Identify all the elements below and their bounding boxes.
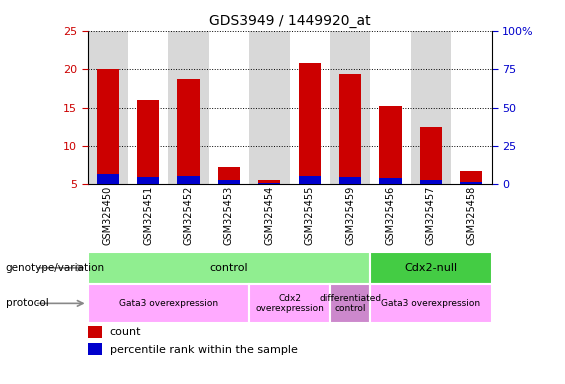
Text: count: count — [110, 327, 141, 337]
Bar — [88, 31, 128, 184]
Bar — [168, 31, 209, 184]
Bar — [411, 31, 451, 184]
Bar — [420, 127, 442, 184]
Bar — [218, 167, 240, 184]
Bar — [299, 176, 321, 184]
Text: control: control — [210, 263, 248, 273]
Bar — [371, 284, 492, 323]
Bar — [380, 106, 402, 184]
Bar — [137, 100, 159, 184]
Text: Gata3 overexpression: Gata3 overexpression — [119, 299, 218, 308]
Text: Cdx2
overexpression: Cdx2 overexpression — [255, 294, 324, 313]
Bar — [97, 174, 119, 184]
Text: protocol: protocol — [6, 298, 49, 308]
Bar — [420, 180, 442, 184]
Text: percentile rank within the sample: percentile rank within the sample — [110, 344, 298, 354]
Bar — [128, 31, 168, 184]
Bar — [258, 183, 280, 184]
Bar — [330, 31, 371, 184]
Bar — [258, 180, 280, 184]
Bar — [177, 176, 199, 184]
Bar — [218, 180, 240, 184]
Bar — [137, 177, 159, 184]
Bar — [249, 284, 330, 323]
Bar — [460, 182, 483, 184]
Bar — [380, 178, 402, 184]
Bar — [88, 252, 371, 284]
Text: Cdx2-null: Cdx2-null — [405, 263, 458, 273]
Bar — [330, 284, 371, 323]
Bar — [299, 63, 321, 184]
Bar — [97, 69, 119, 184]
Bar — [339, 74, 361, 184]
Bar — [249, 31, 289, 184]
Bar — [451, 31, 492, 184]
Bar — [88, 326, 102, 338]
Bar — [209, 31, 249, 184]
Text: Gata3 overexpression: Gata3 overexpression — [381, 299, 480, 308]
Bar — [371, 252, 492, 284]
Text: genotype/variation: genotype/variation — [6, 263, 105, 273]
Text: differentiated
control: differentiated control — [319, 294, 381, 313]
Bar — [88, 284, 249, 323]
Bar — [339, 177, 361, 184]
Bar — [177, 79, 199, 184]
Bar — [460, 171, 483, 184]
Title: GDS3949 / 1449920_at: GDS3949 / 1449920_at — [208, 14, 371, 28]
Bar — [371, 31, 411, 184]
Bar — [88, 343, 102, 356]
Bar — [290, 31, 330, 184]
